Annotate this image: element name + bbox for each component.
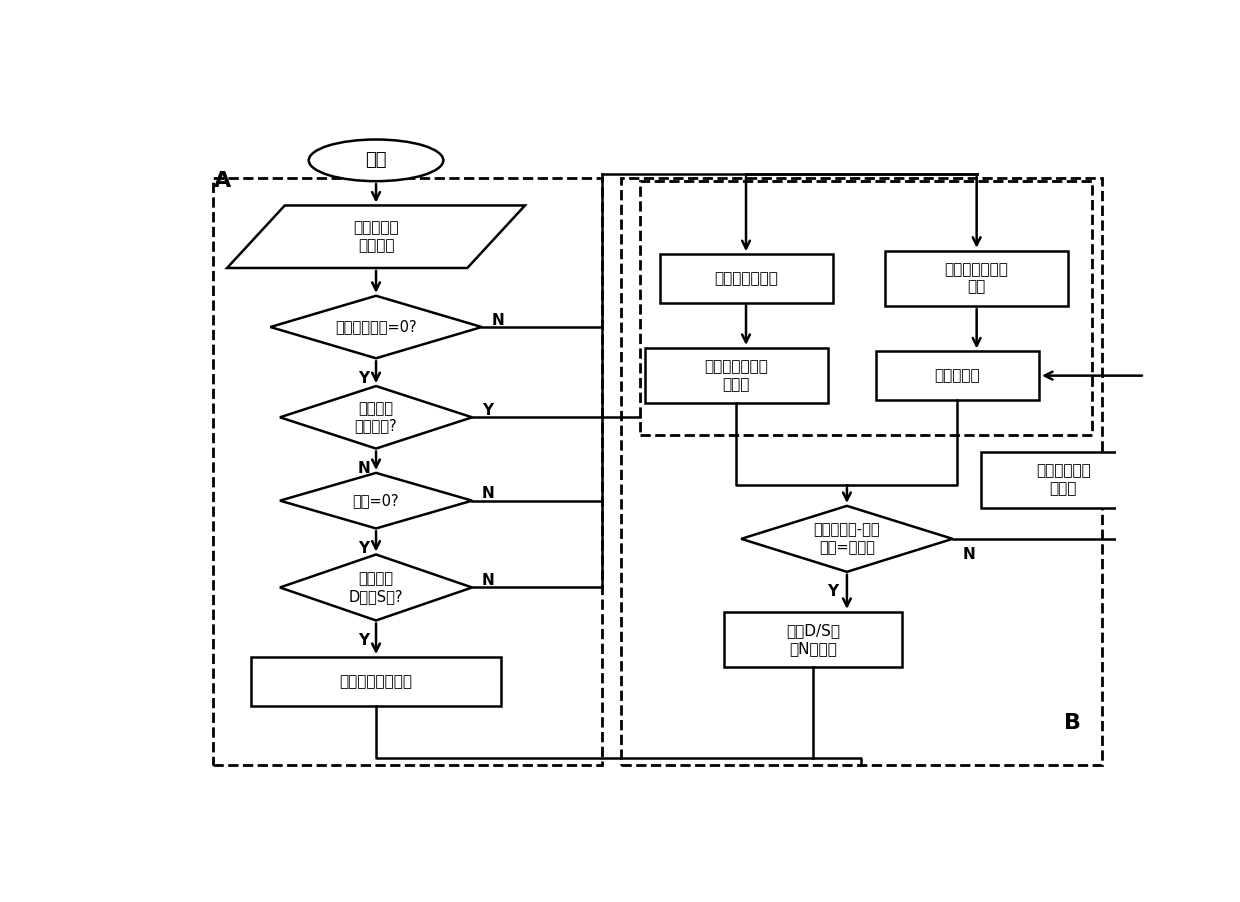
Text: Y: Y bbox=[358, 371, 370, 386]
Text: 实现D/S挡
向N挡变化: 实现D/S挡 向N挡变化 bbox=[786, 623, 841, 656]
Text: Y: Y bbox=[358, 633, 370, 648]
Bar bbox=[621, 178, 1101, 765]
Text: N: N bbox=[962, 548, 975, 562]
Text: A: A bbox=[213, 171, 231, 191]
Bar bbox=[250, 657, 501, 705]
Polygon shape bbox=[270, 296, 481, 358]
Bar bbox=[875, 352, 1039, 400]
Bar bbox=[982, 452, 1145, 508]
Text: B: B bbox=[1064, 713, 1081, 733]
Polygon shape bbox=[742, 506, 952, 572]
Text: 油门踏板位移=0?: 油门踏板位移=0? bbox=[335, 319, 417, 335]
Text: 低挡离合器压力
降低: 低挡离合器压力 降低 bbox=[945, 262, 1008, 295]
Text: N: N bbox=[481, 486, 495, 502]
Bar bbox=[640, 181, 1092, 435]
Ellipse shape bbox=[309, 140, 444, 181]
Text: Y: Y bbox=[827, 584, 838, 599]
Text: 挡位位于
D挡或S挡?: 挡位位于 D挡或S挡? bbox=[348, 571, 403, 603]
Bar bbox=[885, 251, 1068, 306]
Text: 中位控制功能启用: 中位控制功能启用 bbox=[340, 674, 413, 689]
Bar bbox=[660, 254, 832, 303]
Text: 发动机怠速系统: 发动机怠速系统 bbox=[714, 271, 777, 286]
Text: Y: Y bbox=[481, 403, 492, 418]
Text: 车速=0?: 车速=0? bbox=[352, 493, 399, 508]
Text: 改变抵挡离合
器压力: 改变抵挡离合 器压力 bbox=[1035, 464, 1090, 496]
Text: 传感器采集
相关信号: 传感器采集 相关信号 bbox=[353, 220, 399, 253]
Polygon shape bbox=[280, 555, 472, 621]
Bar bbox=[645, 348, 828, 403]
Polygon shape bbox=[227, 206, 525, 268]
Text: N: N bbox=[491, 313, 505, 327]
Text: N: N bbox=[357, 461, 370, 476]
Polygon shape bbox=[280, 386, 472, 448]
Text: 离合器分离: 离合器分离 bbox=[935, 368, 981, 383]
Text: N: N bbox=[481, 573, 495, 588]
Bar bbox=[724, 612, 903, 667]
Text: 制动踏板
是否工作?: 制动踏板 是否工作? bbox=[355, 401, 397, 434]
Text: Y: Y bbox=[358, 541, 370, 556]
Bar bbox=[213, 178, 601, 765]
Polygon shape bbox=[280, 473, 472, 529]
Text: 发动机转速-涡轮
转速=目标值: 发动机转速-涡轮 转速=目标值 bbox=[813, 522, 880, 555]
Text: 减少发动机空气
进气量: 减少发动机空气 进气量 bbox=[704, 359, 769, 391]
Text: 开始: 开始 bbox=[366, 152, 387, 170]
